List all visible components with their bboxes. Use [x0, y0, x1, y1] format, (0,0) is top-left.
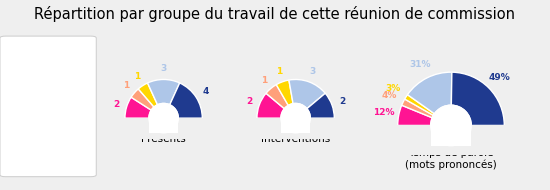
Text: 3: 3 — [161, 64, 167, 73]
Text: 1: 1 — [261, 76, 267, 85]
Text: RDPI: RDPI — [25, 102, 48, 112]
Text: UC: UC — [25, 128, 39, 138]
Wedge shape — [125, 97, 151, 118]
Wedge shape — [170, 83, 202, 118]
Bar — [10, 154, 21, 163]
Text: Groupes: Groupes — [13, 40, 62, 50]
Circle shape — [281, 103, 310, 133]
Bar — [10, 64, 21, 73]
Wedge shape — [307, 93, 334, 118]
Text: 1: 1 — [123, 81, 129, 90]
Wedge shape — [266, 85, 288, 109]
Text: Interventions: Interventions — [261, 134, 330, 144]
Wedge shape — [131, 89, 154, 110]
Text: Répartition par groupe du travail de cette réunion de commission: Répartition par groupe du travail de cet… — [35, 6, 515, 22]
Text: 3: 3 — [310, 67, 316, 76]
Wedge shape — [408, 72, 452, 114]
Bar — [149, 118, 178, 133]
Wedge shape — [402, 99, 433, 118]
Bar — [10, 129, 21, 137]
Bar — [376, 125, 526, 181]
Text: 2: 2 — [339, 97, 345, 106]
Wedge shape — [257, 93, 284, 118]
Wedge shape — [276, 80, 293, 105]
Text: NI: NI — [25, 154, 35, 164]
Text: 2: 2 — [246, 97, 252, 106]
Text: Temps de parole
(mots prononcés): Temps de parole (mots prononcés) — [405, 148, 497, 170]
Text: 49%: 49% — [489, 73, 510, 82]
Bar — [10, 142, 21, 150]
Bar — [241, 118, 350, 159]
Text: LR: LR — [25, 141, 37, 151]
Bar — [10, 90, 21, 99]
Bar — [281, 118, 310, 133]
Text: 2: 2 — [113, 100, 119, 109]
Bar — [10, 51, 21, 60]
Wedge shape — [452, 72, 504, 125]
Wedge shape — [138, 83, 157, 107]
Text: 31%: 31% — [409, 60, 431, 69]
Wedge shape — [398, 105, 432, 125]
Bar — [10, 116, 21, 124]
Circle shape — [431, 105, 471, 146]
Text: RTLI: RTLI — [25, 115, 45, 125]
Bar — [10, 103, 21, 112]
Text: 1: 1 — [134, 72, 140, 81]
Text: 1: 1 — [276, 67, 282, 76]
Text: SER: SER — [25, 76, 44, 86]
Circle shape — [149, 103, 178, 133]
Text: 12%: 12% — [373, 108, 395, 117]
Text: RDSE: RDSE — [25, 89, 52, 99]
Bar — [431, 125, 471, 146]
Text: EST: EST — [25, 63, 43, 73]
Text: 4%: 4% — [382, 91, 398, 100]
Text: CRCE: CRCE — [25, 51, 51, 60]
Bar — [10, 77, 21, 86]
Text: 3%: 3% — [386, 84, 401, 93]
Bar — [109, 118, 218, 159]
Text: Présents: Présents — [141, 134, 186, 144]
Wedge shape — [289, 79, 325, 109]
Wedge shape — [405, 95, 435, 115]
Wedge shape — [147, 79, 180, 105]
Text: 4: 4 — [202, 87, 208, 96]
